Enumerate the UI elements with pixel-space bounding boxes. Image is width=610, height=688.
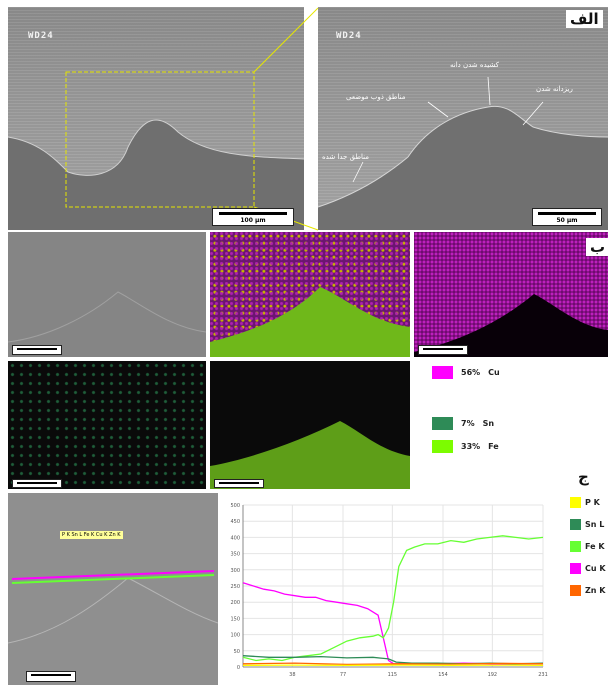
legend-swatch <box>570 519 581 530</box>
sem-panel-a-left: WD24 100 µm <box>8 7 304 230</box>
x-tick-label: 38 <box>289 672 295 678</box>
legend-swatch <box>432 440 453 453</box>
scale-bar-label: 50 µm <box>556 217 578 224</box>
legend-element: Fe <box>488 442 499 451</box>
sem-panel-c: P K Sn L Fe K Cu K Zn K <box>8 493 218 685</box>
x-tick-label: 115 <box>388 672 398 678</box>
scale-bar-label: 100 µm <box>240 217 266 224</box>
scale-bar <box>12 345 62 355</box>
element-legend-item: Cu K <box>570 563 606 574</box>
eds-map-sn <box>8 361 206 489</box>
y-tick-label: 250 <box>230 584 240 590</box>
legend-percent: 33% <box>461 442 481 451</box>
element-legend-item: Fe K <box>570 541 605 552</box>
scale-bar: 50 µm <box>532 208 602 226</box>
y-tick-label: 0 <box>237 665 240 671</box>
eds-map-fe <box>210 361 410 489</box>
x-tick-label: 231 <box>538 672 548 678</box>
legend-swatch <box>570 563 581 574</box>
scale-bar <box>26 671 76 682</box>
sem-panel-a-right: WD24 کشیده شدن دانه مناطق ذوب موضعی ریزد… <box>318 7 608 230</box>
series-line-fe-k <box>242 535 544 662</box>
legend-element: Sn <box>482 419 495 428</box>
series-line-cu-k <box>242 582 543 665</box>
y-tick-label: 50 <box>234 649 240 655</box>
series-line-zn-k <box>242 662 544 666</box>
x-tick-label: 154 <box>438 672 448 678</box>
eds-legend-item-sn: 7% Sn <box>432 417 494 430</box>
panel-label-c: ج <box>578 468 589 486</box>
legend-swatch <box>570 541 581 552</box>
x-tick-label: 77 <box>340 672 346 678</box>
panel-label-a: الف <box>566 10 603 28</box>
annotation-detached-regions: مناطق جدا شده <box>322 153 370 161</box>
scale-bar <box>418 345 468 355</box>
annotation-stretched-grain: کشیده شدن دانه <box>450 61 499 69</box>
y-tick-label: 500 <box>230 503 240 509</box>
y-tick-label: 150 <box>230 616 240 622</box>
scale-bar <box>214 479 264 488</box>
legend-swatch <box>432 417 453 430</box>
legend-label: Fe K <box>585 542 605 551</box>
legend-percent: 56% <box>461 368 481 377</box>
element-legend-item: Sn L <box>570 519 604 530</box>
eds-map-cu <box>414 232 608 357</box>
scale-bar: 100 µm <box>212 208 294 226</box>
legend-element: Cu <box>488 368 500 377</box>
legend-label: Sn L <box>585 520 605 529</box>
eds-legend-item-fe: 33% Fe <box>432 440 499 453</box>
sem-tag: WD24 <box>336 31 362 41</box>
y-tick-label: 350 <box>230 552 240 558</box>
legend-swatch <box>570 585 581 596</box>
legend-label: Zn K <box>585 586 606 595</box>
legend-swatch <box>432 366 453 379</box>
y-tick-label: 400 <box>230 535 240 541</box>
y-tick-label: 450 <box>230 519 240 525</box>
element-legend-item: P K <box>570 497 600 508</box>
y-tick-label: 200 <box>230 600 240 606</box>
element-legend-item: Zn K <box>570 585 605 596</box>
zoom-connector-lines <box>253 7 319 231</box>
sem-tag: WD24 <box>28 31 54 41</box>
y-tick-label: 300 <box>230 568 240 574</box>
legend-label: Cu K <box>585 564 606 573</box>
line-scan-tag: P K Sn L Fe K Cu K Zn K <box>60 531 123 539</box>
annotation-sand-particles: ریزدانه شدن <box>536 85 573 93</box>
y-tick-label: 100 <box>230 633 240 639</box>
line-scan-chart: 0 50 100 150 200 250 300 350 400 450 500 38 77 115 154… <box>223 493 558 685</box>
annotation-local-melting: مناطق ذوب موضعی <box>346 93 406 101</box>
x-tick-label: 192 <box>488 672 498 678</box>
eds-legend-item-cu: 56% Cu <box>432 366 500 379</box>
legend-label: P K <box>585 498 600 507</box>
scale-bar <box>12 479 62 488</box>
panel-label-b: ب <box>586 238 610 256</box>
eds-map-combined <box>210 232 410 357</box>
legend-percent: 7% <box>461 419 475 428</box>
sem-panel-b <box>8 232 206 357</box>
legend-swatch <box>570 497 581 508</box>
